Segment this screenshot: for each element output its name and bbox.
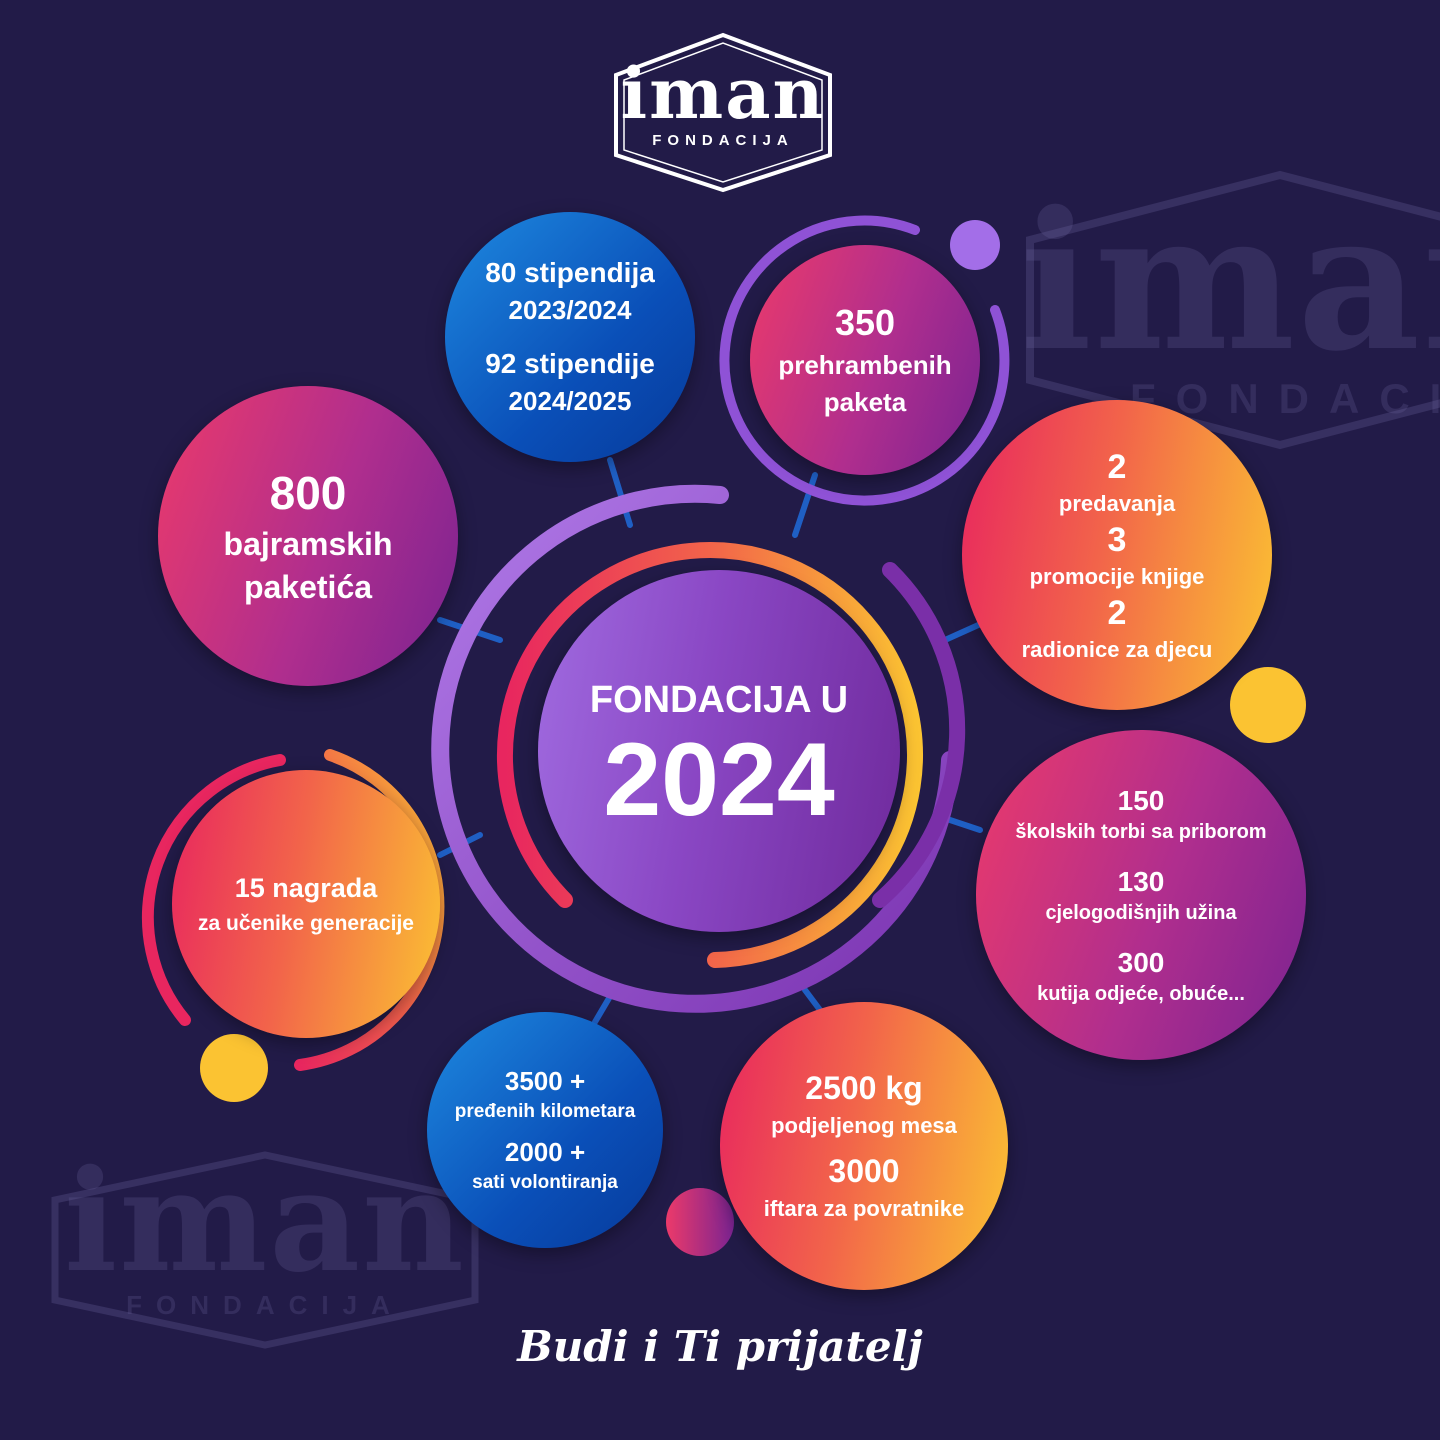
stat-text: 80 stipendija bbox=[485, 257, 655, 288]
stat-text: bajramskih bbox=[223, 526, 393, 562]
stat-text: radionice za djecu bbox=[1021, 636, 1213, 662]
stat-number: 3500 + bbox=[504, 1066, 586, 1096]
stat-food-packages: 350 prehrambenih paketa bbox=[750, 245, 980, 475]
stat-text: 2023/2024 bbox=[508, 295, 632, 325]
stat-text: pređenih kilometara bbox=[454, 1101, 636, 1122]
logo-word: iman bbox=[620, 52, 826, 135]
stat-number: 2000 + bbox=[504, 1137, 586, 1167]
stat-number: 300 bbox=[1117, 946, 1165, 978]
stat-school-supplies: 150 školskih torbi sa priborom 130 cjelo… bbox=[976, 730, 1306, 1060]
stat-text: 2024/2025 bbox=[508, 386, 632, 416]
logo-frame-icon bbox=[614, 32, 832, 193]
stat-text: 15 nagrada bbox=[234, 872, 378, 903]
logo-subtitle: FONDACIJA bbox=[652, 132, 794, 149]
stat-awards: 15 nagrada za učenike generacije bbox=[172, 770, 440, 1038]
stat-text: paketića bbox=[243, 569, 373, 605]
stat-text: cjelogodišnjih užina bbox=[1045, 901, 1237, 924]
stat-text: 92 stipendije bbox=[485, 348, 655, 379]
watermark-logo-left: iman FONDACIJA bbox=[45, 1140, 485, 1350]
stat-text: paketa bbox=[823, 387, 907, 417]
stat-number: 3 bbox=[1107, 520, 1127, 559]
stat-text: podjeljenog mesa bbox=[771, 1113, 957, 1138]
stat-text: predavanja bbox=[1058, 490, 1176, 516]
stat-text: promocije knjige bbox=[1029, 563, 1205, 589]
stat-text: za učenike generacije bbox=[198, 911, 414, 935]
stat-number: 350 bbox=[834, 302, 896, 343]
stat-number: 150 bbox=[1117, 784, 1165, 816]
stat-number: 3000 bbox=[828, 1153, 900, 1189]
stat-number: 800 bbox=[269, 467, 347, 519]
stat-text: iftara za povratnike bbox=[763, 1196, 965, 1221]
stat-number: 130 bbox=[1117, 865, 1165, 897]
watermark-frame-icon bbox=[1026, 170, 1440, 450]
tagline: Budi i Ti prijatelj bbox=[517, 1322, 923, 1371]
watermark-frame-icon bbox=[51, 1151, 479, 1349]
center-title: FONDACIJA U bbox=[589, 678, 849, 721]
stat-meat-iftar: 2500 kg podjeljenog mesa 3000 iftara za … bbox=[720, 1002, 1008, 1290]
stat-text: školskih torbi sa priborom bbox=[1015, 820, 1267, 843]
stat-text: sati volontiranja bbox=[472, 1172, 618, 1193]
iman-logo: iman FONDACIJA bbox=[608, 30, 838, 195]
stat-number: 2500 kg bbox=[805, 1070, 923, 1106]
stat-text: kutija odjeće, obuće... bbox=[1037, 982, 1245, 1005]
stat-scholarships: 80 stipendija 2023/2024 92 stipendije 20… bbox=[445, 212, 695, 462]
stat-bajram-packages: 800 bajramskih paketića bbox=[158, 386, 458, 686]
center-year: 2024 bbox=[603, 721, 835, 838]
stat-number: 2 bbox=[1107, 593, 1127, 632]
watermark-subtitle: FONDACIJA bbox=[126, 1290, 404, 1320]
watermark-word: iman bbox=[1020, 170, 1440, 393]
center-circle: FONDACIJA U 2024 bbox=[538, 570, 900, 932]
stat-number: 2 bbox=[1107, 447, 1127, 486]
stat-events: 2 predavanja 3 promocije knjige 2 radion… bbox=[962, 400, 1272, 710]
stat-text: prehrambenih bbox=[778, 350, 952, 380]
watermark-word: iman bbox=[64, 1140, 466, 1304]
stat-volunteering: 3500 + pređenih kilometara 2000 + sati v… bbox=[427, 1012, 663, 1248]
